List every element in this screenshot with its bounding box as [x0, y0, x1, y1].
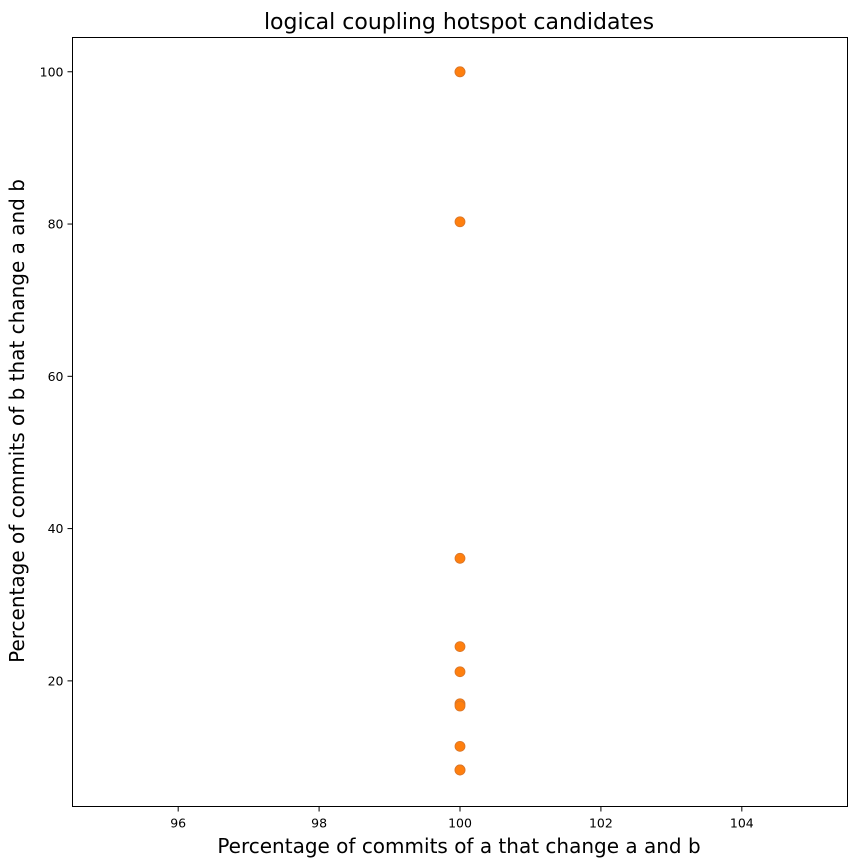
scatter-point [454, 66, 466, 78]
y-tick-label: 40 [48, 521, 64, 536]
x-axis: 96 98 100 102 104 [170, 806, 754, 831]
x-axis-label: Percentage of commits of a that change a… [217, 834, 700, 858]
scatter-point [454, 666, 466, 678]
scatter-point [454, 216, 466, 228]
x-tick-label: 104 [730, 816, 754, 831]
scatter-point [454, 764, 466, 776]
y-axis: 20 40 60 80 100 [40, 64, 73, 688]
chart-title: logical coupling hotspot candidates [264, 10, 654, 35]
x-tick-label: 100 [448, 816, 472, 831]
y-tick-label: 20 [48, 673, 64, 688]
plot-area [72, 37, 848, 807]
y-tick-label: 100 [40, 64, 64, 79]
x-tick-label: 96 [170, 816, 186, 831]
scatter-point [454, 740, 466, 752]
x-tick-label: 102 [589, 816, 613, 831]
x-tick-label: 98 [311, 816, 327, 831]
y-tick-label: 60 [48, 369, 64, 384]
scatter-point [454, 641, 466, 653]
data-points [454, 66, 466, 776]
y-axis-label: Percentage of commits of b that change a… [5, 179, 29, 663]
scatter-point [454, 552, 466, 564]
y-tick-label: 80 [48, 217, 64, 232]
scatter-point [454, 700, 466, 712]
